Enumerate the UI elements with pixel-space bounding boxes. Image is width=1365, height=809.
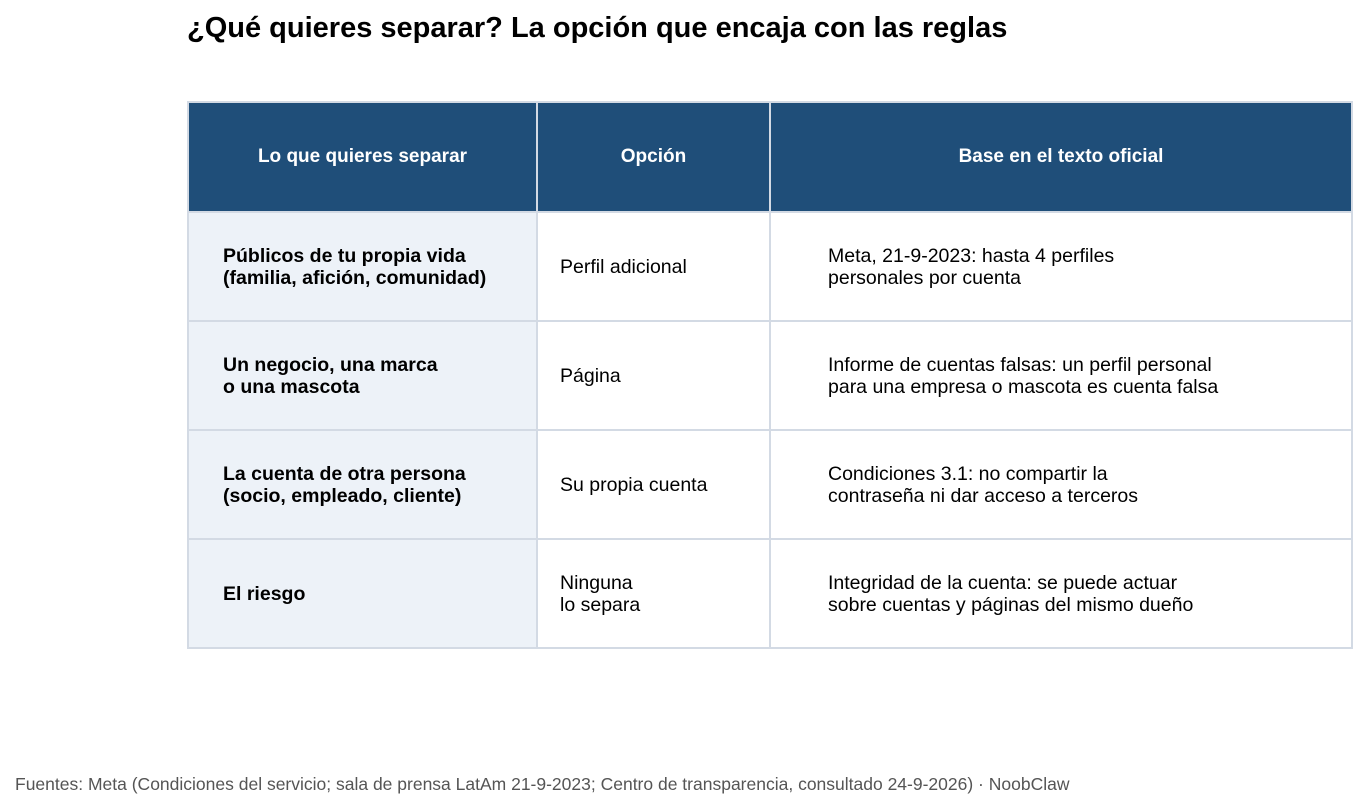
need-cell: Un negocio, una marca o una mascota — [187, 320, 538, 431]
table-body: Públicos de tu propia vida (familia, afi… — [187, 211, 1353, 649]
basis-cell: Meta, 21-9-2023: hasta 4 perfiles person… — [769, 211, 1353, 322]
sources-footnote: Fuentes: Meta (Condiciones del servicio;… — [15, 774, 1070, 794]
basis-line: sobre cuentas y páginas del mismo dueño — [828, 593, 1194, 616]
need-cell: Públicos de tu propia vida (familia, afi… — [187, 211, 538, 322]
basis-cell: Condiciones 3.1: no compartir la contras… — [769, 429, 1353, 540]
need-line: (socio, empleado, cliente) — [223, 484, 462, 507]
option-line: Ninguna — [560, 571, 633, 594]
option-cell: Ninguna lo separa — [536, 538, 771, 649]
column-header-need: Lo que quieres separar — [187, 101, 538, 213]
option-cell: Perfil adicional — [536, 211, 771, 322]
need-cell: La cuenta de otra persona (socio, emplea… — [187, 429, 538, 540]
table-row: Públicos de tu propia vida (familia, afi… — [187, 211, 1353, 322]
need-line: Un negocio, una marca — [223, 353, 438, 376]
rules-table: Lo que quieres separar Opción Base en el… — [187, 101, 1353, 649]
basis-line: Condiciones 3.1: no compartir la — [828, 462, 1108, 485]
need-line: o una mascota — [223, 375, 360, 398]
basis-cell: Integridad de la cuenta: se puede actuar… — [769, 538, 1353, 649]
basis-line: Integridad de la cuenta: se puede actuar — [828, 571, 1178, 594]
option-cell: Página — [536, 320, 771, 431]
need-cell: El riesgo — [187, 538, 538, 649]
option-line: lo separa — [560, 593, 641, 616]
column-header-basis: Base en el texto oficial — [769, 101, 1353, 213]
basis-cell: Informe de cuentas falsas: un perfil per… — [769, 320, 1353, 431]
option-cell: Su propia cuenta — [536, 429, 771, 540]
table-header: Lo que quieres separar Opción Base en el… — [187, 101, 1353, 213]
basis-line: contraseña ni dar acceso a terceros — [828, 484, 1139, 507]
table-header-row: Lo que quieres separar Opción Base en el… — [187, 101, 1353, 213]
option-line: Página — [560, 364, 621, 387]
option-line: Su propia cuenta — [560, 473, 708, 496]
basis-line: personales por cuenta — [828, 266, 1021, 289]
need-line: El riesgo — [223, 582, 306, 605]
page-title: ¿Qué quieres separar? La opción que enca… — [187, 12, 1008, 44]
basis-line: Informe de cuentas falsas: un perfil per… — [828, 353, 1212, 376]
column-header-option: Opción — [536, 101, 771, 213]
table-row: El riesgo Ninguna lo separa Integridad d… — [187, 538, 1353, 649]
table-row: Un negocio, una marca o una mascota Pági… — [187, 320, 1353, 431]
need-line: (familia, afición, comunidad) — [223, 266, 487, 289]
table-row: La cuenta de otra persona (socio, emplea… — [187, 429, 1353, 540]
need-line: La cuenta de otra persona — [223, 462, 466, 485]
basis-line: Meta, 21-9-2023: hasta 4 perfiles — [828, 244, 1115, 267]
basis-line: para una empresa o mascota es cuenta fal… — [828, 375, 1219, 398]
need-line: Públicos de tu propia vida — [223, 244, 466, 267]
option-line: Perfil adicional — [560, 255, 687, 278]
